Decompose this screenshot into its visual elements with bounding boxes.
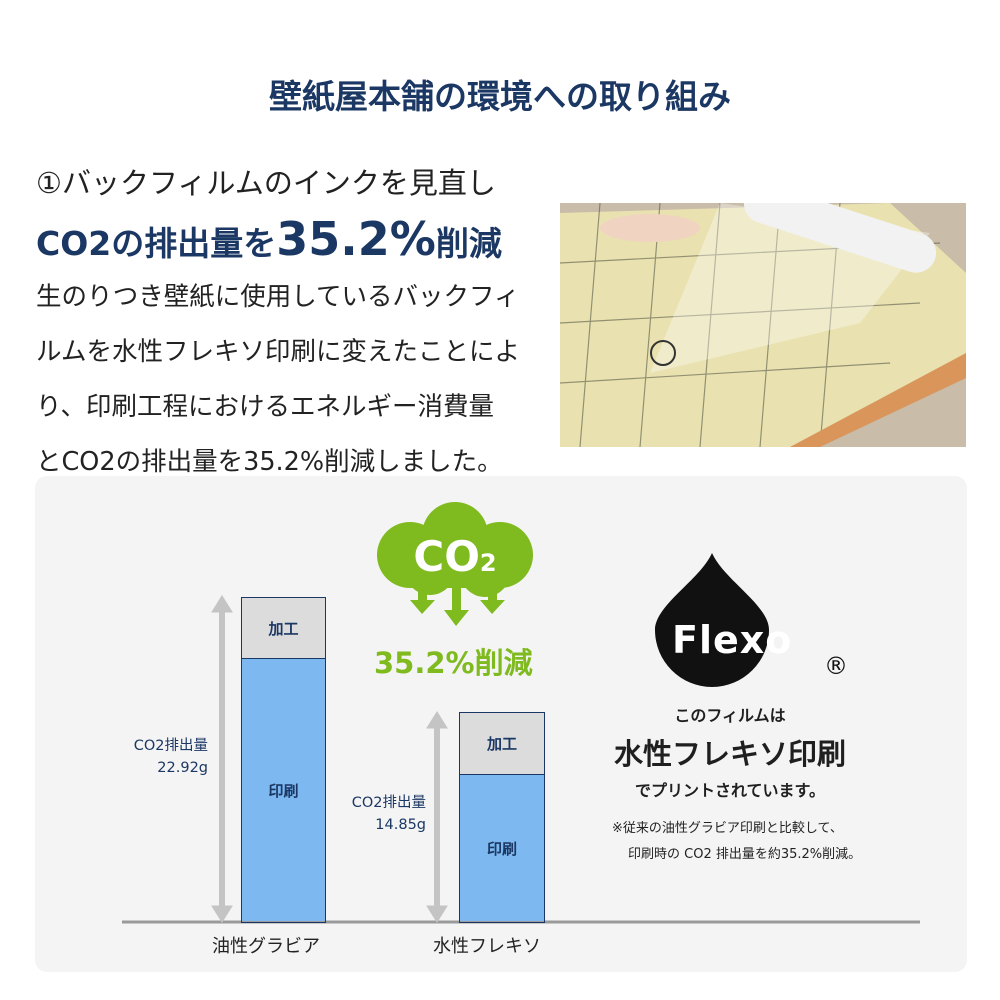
bar-water-flexo: 加工 印刷 [459,712,545,923]
backfilm-photo [560,203,966,447]
page-title: 壁紙屋本舗の環境への取り組み [269,77,731,116]
body-line: ルムを水性フレキソ印刷に変えたことによ [36,337,520,367]
headline-pre: CO2の排出量を [36,224,277,263]
reduction-label: 35.2%削減 [374,646,533,680]
segment-printing: 印刷 [460,775,544,921]
water-drop-icon [655,553,769,687]
total-arrow-2 [426,711,448,923]
category-label: 水性フレキソ [433,936,541,957]
headline-percent: 35.2% [276,212,436,266]
body-line: とCO2の排出量を35.2%削減しました。 [36,447,503,477]
body-line: り、印刷工程におけるエネルギー消費量 [36,392,494,422]
segment-processing: 加工 [460,713,544,775]
registered-mark: ® [824,652,848,680]
body-text: 生のりつき壁紙に使用しているバックフィ ルムを水性フレキソ印刷に変えたことによ … [36,270,556,490]
flexo-line3: でプリントされています。 [635,781,825,800]
flexo-line2: 水性フレキソ印刷 [613,737,846,771]
total-label-1: CO2排出量 22.92g [133,738,208,776]
flexo-note1: ※従来の油性グラビア印刷と比較して、 [612,821,843,836]
bar-oil-gravure: 加工 印刷 [241,597,326,923]
flexo-logo: Flexo [672,618,793,662]
flexo-line1: このフィルムは [674,706,786,725]
co2-cloud-icon [377,502,533,626]
section-heading: ①バックフィルムのインクを見直し [36,166,496,200]
total-label-2: CO2排出量 14.85g [351,795,426,833]
section-headline: CO2の排出量を35.2%削減 [36,212,502,266]
headline-post: 削減 [435,224,502,263]
body-line: 生のりつき壁紙に使用しているバックフィ [36,282,520,312]
segment-printing: 印刷 [242,659,325,921]
flexo-note2: 印刷時の CO2 排出量を約35.2%削減。 [628,847,862,862]
co2-cloud-label: CO2 [413,532,497,581]
category-label: 油性グラビア [212,936,320,957]
segment-processing: 加工 [242,598,325,659]
total-arrow-1 [211,595,233,923]
